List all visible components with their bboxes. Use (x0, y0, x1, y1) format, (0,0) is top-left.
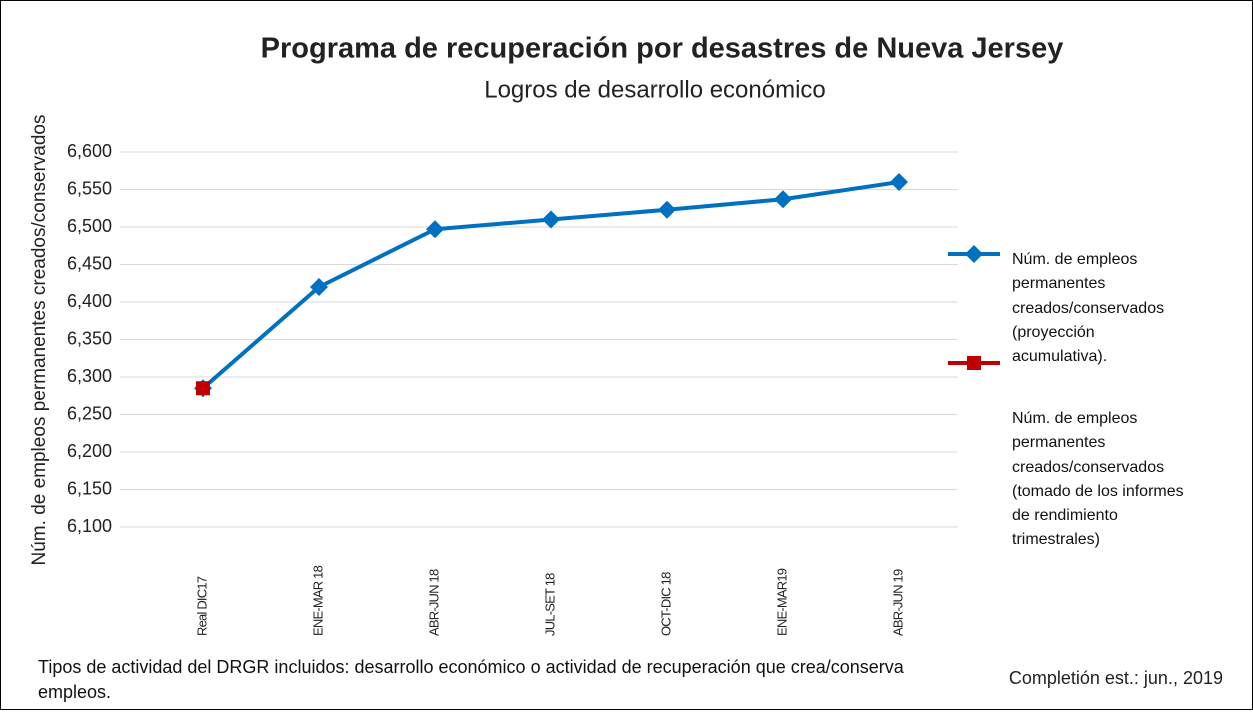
x-tick-label: ABR-JUN 18 (426, 569, 441, 636)
marker (310, 278, 328, 296)
marker (542, 210, 560, 229)
y-tick-label: 6,300 (67, 366, 112, 386)
completion-note: Completión est.: jun., 2019 (1009, 668, 1223, 688)
y-tick-label: 6,550 (67, 178, 112, 198)
marker (658, 200, 676, 219)
y-tick-label: 6,250 (67, 403, 112, 423)
y-tick-label: 6,150 (67, 478, 112, 498)
legend-marker (967, 356, 981, 370)
legend-label-box: Núm. de empleos permanentes creados/cons… (1012, 251, 1165, 366)
marker (196, 381, 210, 396)
legend-label: Núm. de empleos permanentes creados/cons… (1012, 410, 1184, 549)
x-tick-label: ENE-MAR19 (774, 568, 789, 636)
marker (890, 173, 908, 191)
legend-label-box: Núm. de empleos permanentes creados/cons… (1012, 410, 1184, 549)
footnote-box: Tipos de actividad del DRGR incluidos: d… (38, 657, 904, 702)
x-tick-label: Real DIC17 (194, 576, 209, 636)
chart-title: Programa de recuperación por desastres d… (261, 33, 1064, 65)
y-tick-label: 6,600 (67, 141, 112, 161)
y-tick-label: 6,200 (67, 441, 112, 461)
y-tick-label: 6,350 (67, 328, 112, 348)
x-tick-label: OCT-DIC 18 (658, 572, 673, 636)
y-tick-label: 6,450 (67, 253, 112, 273)
chart-subtitle: Logros de desarrollo económico (484, 76, 826, 103)
y-axis-label: Núm. de empleos permanentes creados/cons… (29, 115, 50, 566)
y-tick-label: 6,100 (67, 516, 112, 536)
marker (774, 190, 792, 209)
footnote: Tipos de actividad del DRGR incluidos: d… (38, 657, 904, 702)
x-tick-label: JUL-SET 18 (542, 573, 557, 636)
marker (426, 220, 444, 239)
x-tick-label: ENE-MAR 18 (310, 565, 325, 636)
x-tick-label: ABR-JUN 19 (890, 569, 905, 636)
legend-label: Núm. de empleos permanentes creados/cons… (1012, 251, 1165, 366)
y-tick-label: 6,400 (67, 291, 112, 311)
legend-marker (965, 245, 983, 263)
y-tick-label: 6,500 (67, 216, 112, 236)
